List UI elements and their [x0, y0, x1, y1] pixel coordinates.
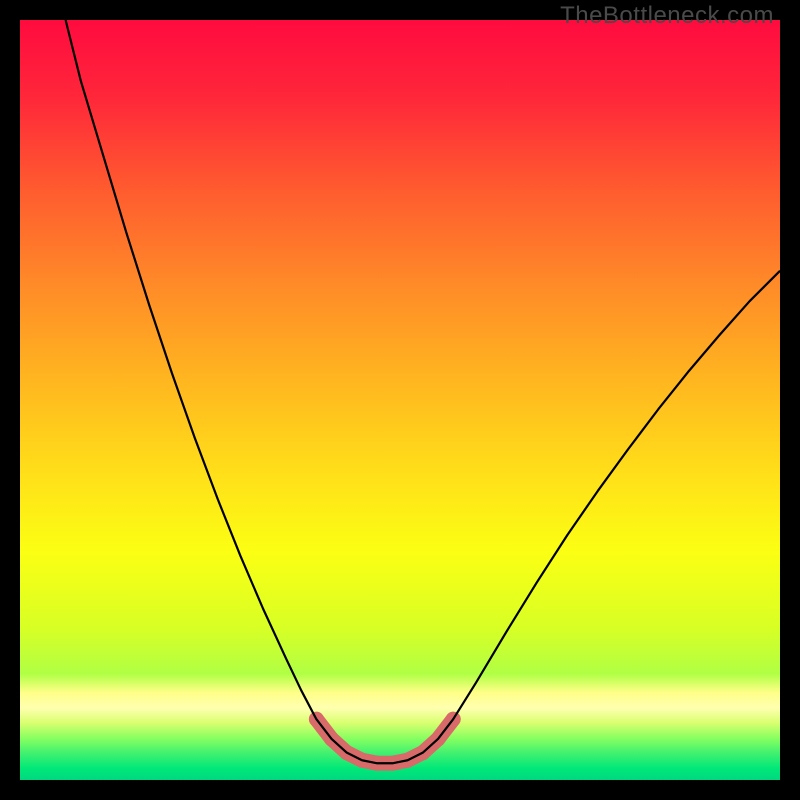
watermark-text: TheBottleneck.com: [560, 2, 774, 30]
plot-area: [20, 20, 780, 780]
bottleneck-curve-chart: [20, 20, 780, 780]
chart-frame: TheBottleneck.com: [0, 0, 800, 800]
